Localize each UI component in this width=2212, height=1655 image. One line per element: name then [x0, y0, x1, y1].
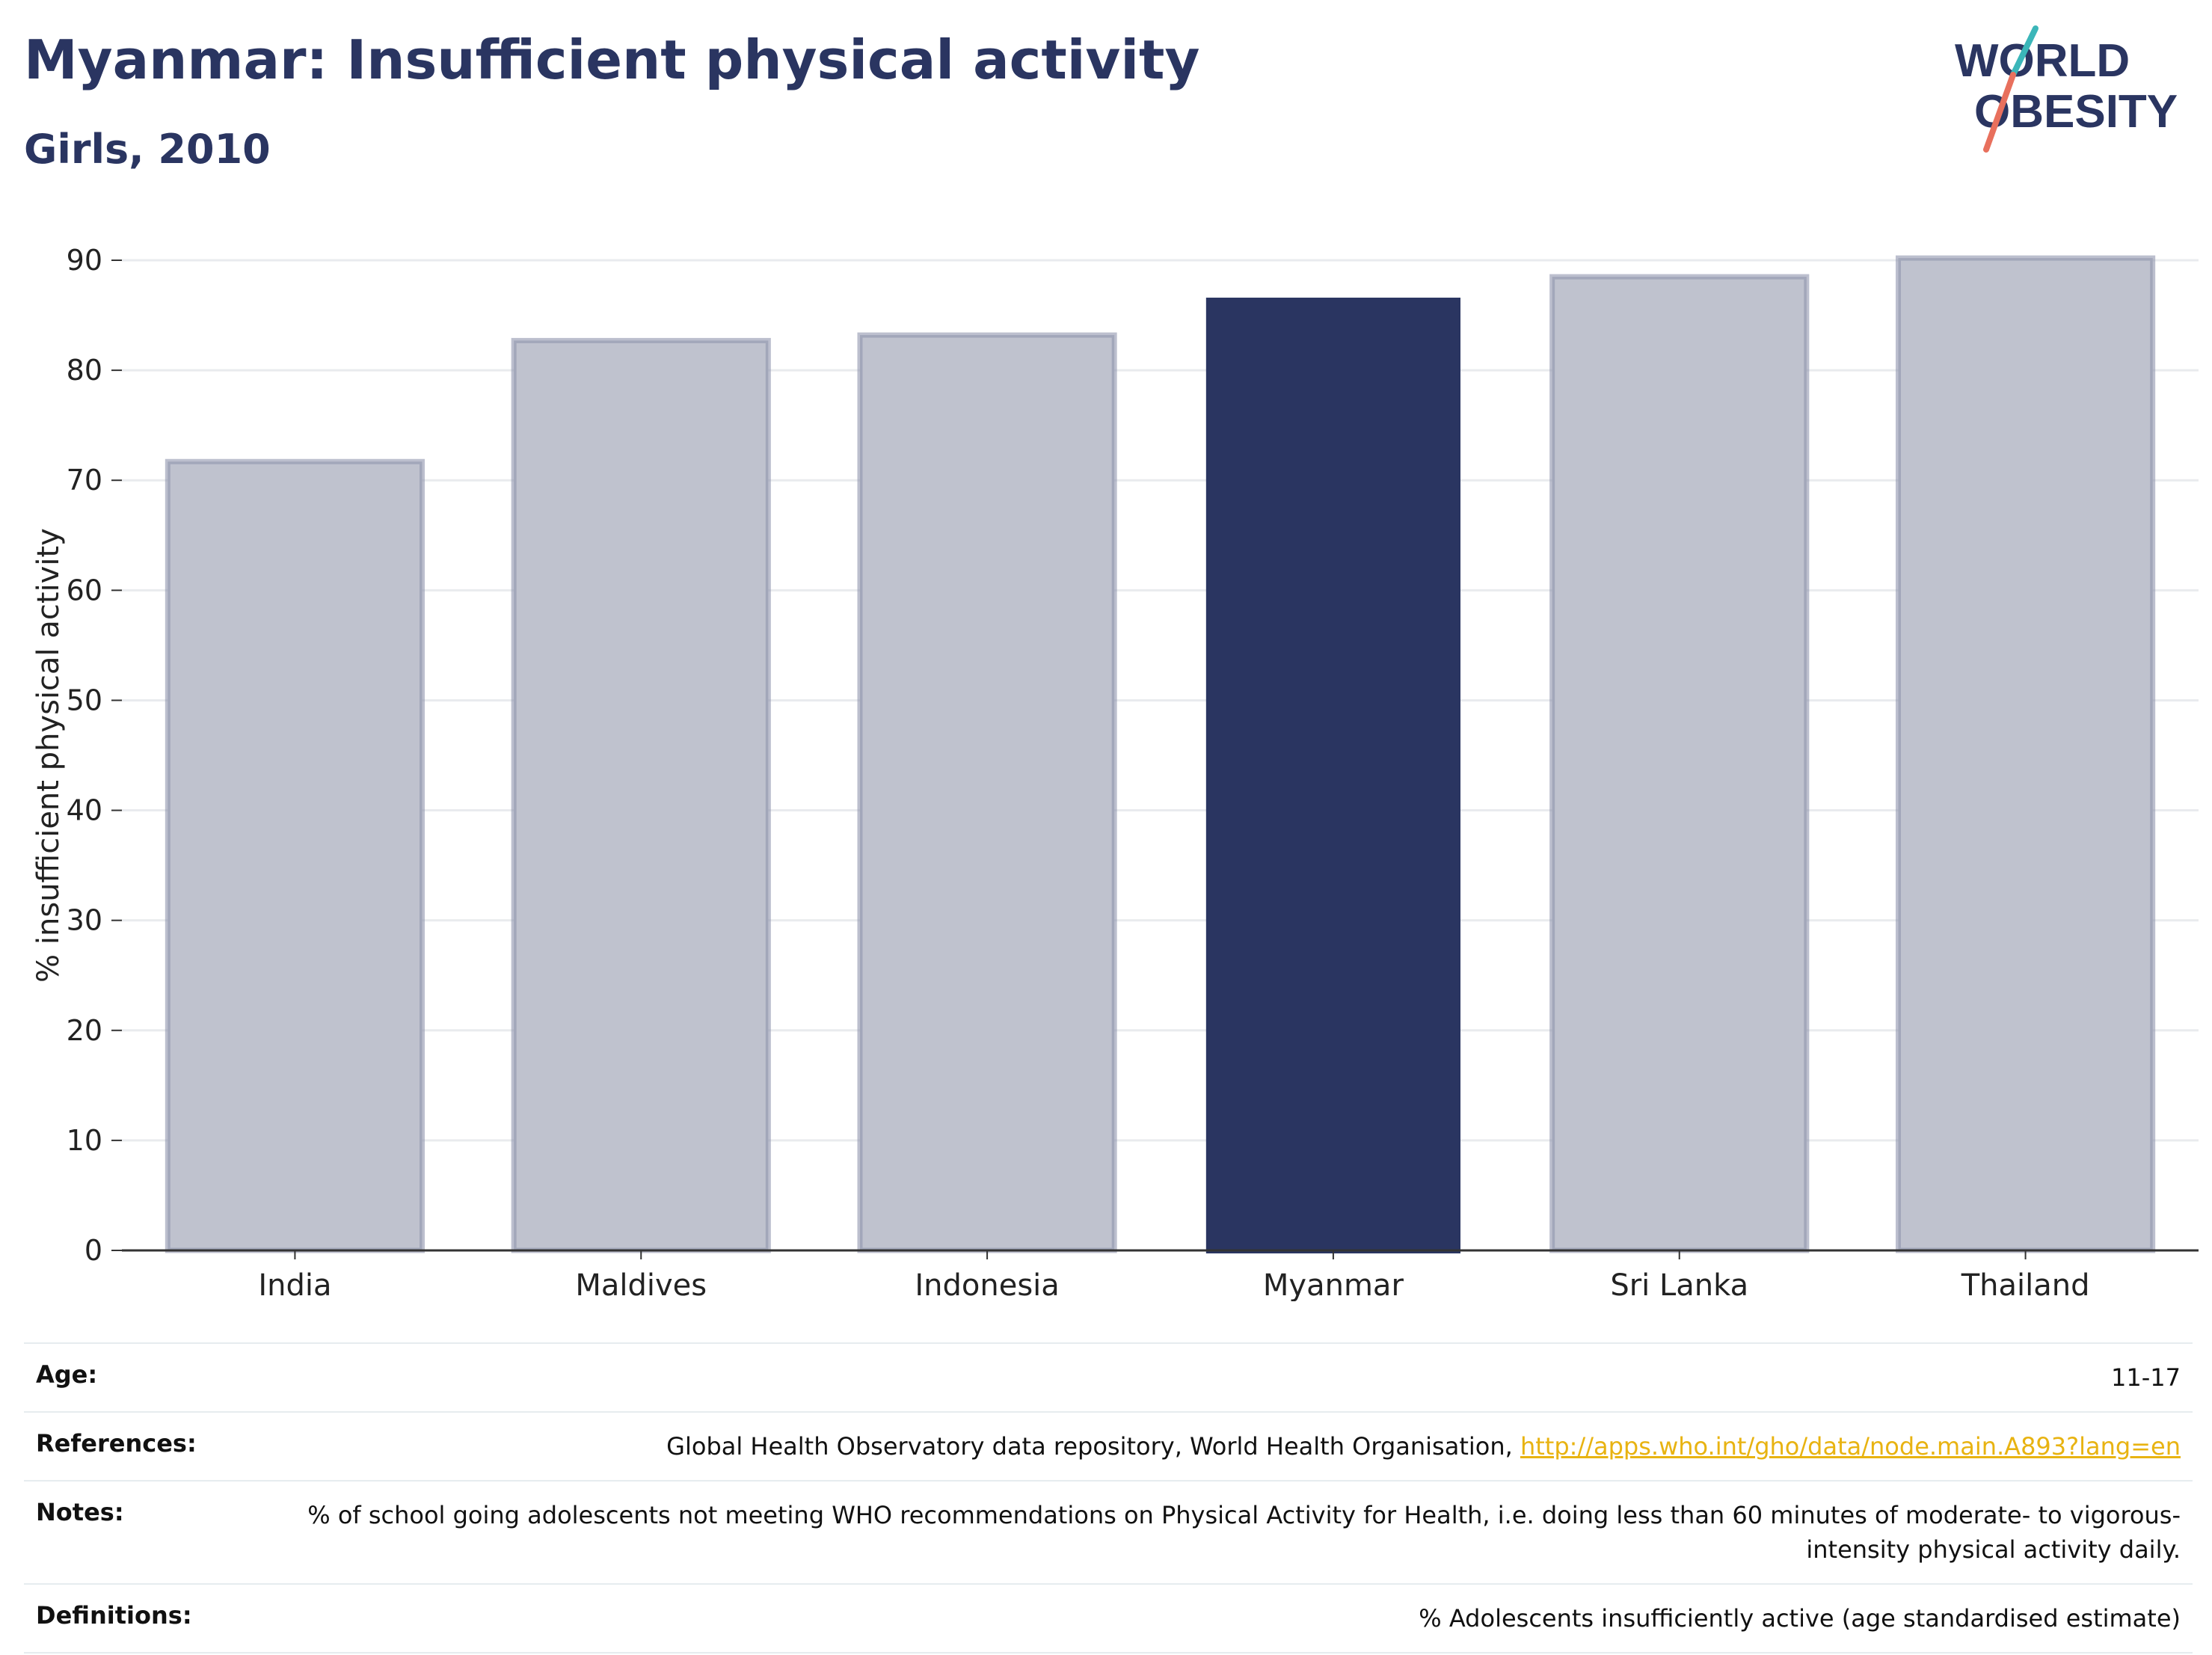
bar-myanmar — [1205, 298, 1461, 1253]
chart-grid — [122, 259, 2199, 1142]
meta-key: Age: — [24, 1342, 242, 1412]
bar-sri-lanka — [1549, 274, 1810, 1253]
x-tick-label: Sri Lanka — [1610, 1268, 1748, 1301]
logo-slash-teal — [2010, 25, 2039, 78]
metadata-table: Age: 11-17 References: Global Health Obs… — [24, 1342, 2193, 1654]
y-tick-label: 30 — [67, 904, 102, 937]
y-tick-label: 0 — [85, 1234, 102, 1267]
logo-slash-coral — [1983, 72, 2016, 153]
reference-link[interactable]: http://apps.who.int/gho/data/node.main.A… — [1520, 1432, 2181, 1461]
chart-bars — [165, 255, 2156, 1253]
meta-value: 11-17 — [242, 1342, 2193, 1412]
x-tick-label: Indonesia — [915, 1268, 1059, 1301]
world-obesity-logo: WORLD OBESITY — [1955, 25, 2178, 153]
x-axis-ticks: India Maldives Indonesia Myanmar Sri Lanka Th… — [258, 1250, 2089, 1301]
y-tick-label: 90 — [67, 244, 102, 277]
x-tick-label: Maldives — [575, 1268, 707, 1301]
chart-title: Myanmar: Insufficient physical activity — [24, 28, 1200, 91]
x-tick-label: India — [258, 1268, 331, 1301]
y-tick-label: 70 — [67, 464, 102, 497]
meta-row-notes: Notes: % of school going adolescents not… — [24, 1480, 2193, 1584]
reference-text: Global Health Observatory data repositor… — [666, 1432, 1520, 1461]
meta-value: % of school going adolescents not meetin… — [242, 1480, 2193, 1584]
meta-key: References: — [24, 1411, 242, 1481]
y-tick-label: 60 — [67, 574, 102, 607]
bar-chart: 0 10 20 30 40 50 60 70 80 90 India Maldives Indones… — [31, 244, 2199, 1301]
meta-value: % Adolescents insufficiently active (age… — [242, 1583, 2193, 1654]
y-axis-ticks: 0 10 20 30 40 50 60 70 80 90 — [67, 244, 122, 1267]
y-tick-label: 10 — [67, 1124, 102, 1157]
meta-row-age: Age: 11-17 — [24, 1342, 2193, 1412]
y-tick-label: 50 — [67, 684, 102, 716]
bar-maldives — [511, 337, 771, 1253]
meta-row-definitions: Definitions: % Adolescents insufficientl… — [24, 1583, 2193, 1654]
meta-value: Global Health Observatory data repositor… — [242, 1411, 2193, 1481]
bar-indonesia — [857, 332, 1117, 1253]
x-tick-label: Thailand — [1961, 1268, 2090, 1301]
y-tick-label: 40 — [67, 794, 102, 827]
bar-thailand — [1895, 255, 2156, 1253]
x-tick-label: Myanmar — [1263, 1268, 1404, 1301]
y-axis-label: % insufficient physical activity — [31, 528, 66, 983]
meta-key: Notes: — [24, 1480, 242, 1584]
chart-subtitle: Girls, 2010 — [24, 126, 271, 173]
y-tick-label: 20 — [67, 1014, 102, 1047]
meta-key: Definitions: — [24, 1583, 242, 1654]
bar-india — [165, 458, 425, 1253]
meta-row-references: References: Global Health Observatory da… — [24, 1411, 2193, 1481]
y-tick-label: 80 — [67, 354, 102, 387]
logo-line-1: WORLD — [1955, 35, 2130, 87]
